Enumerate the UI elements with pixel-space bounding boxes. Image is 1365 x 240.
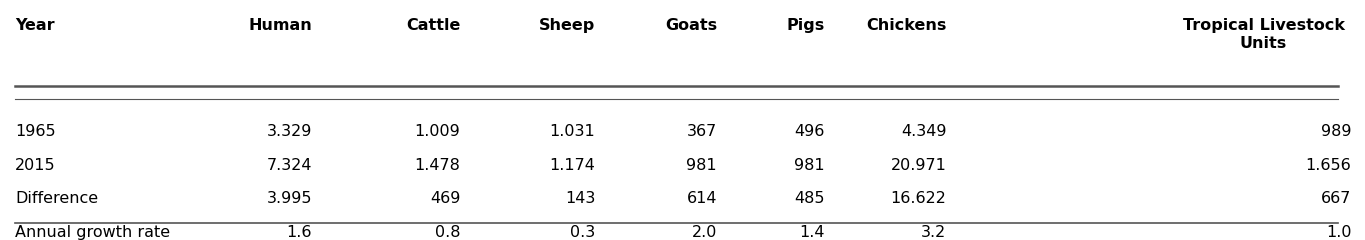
Text: Human: Human — [248, 18, 311, 33]
Text: 4.349: 4.349 — [901, 124, 946, 139]
Text: 3.329: 3.329 — [266, 124, 311, 139]
Text: 3.995: 3.995 — [266, 192, 311, 206]
Text: Year: Year — [15, 18, 55, 33]
Text: 2015: 2015 — [15, 158, 56, 173]
Text: 469: 469 — [430, 192, 460, 206]
Text: 667: 667 — [1321, 192, 1351, 206]
Text: Annual growth rate: Annual growth rate — [15, 225, 171, 240]
Text: Goats: Goats — [665, 18, 717, 33]
Text: 989: 989 — [1321, 124, 1351, 139]
Text: 614: 614 — [687, 192, 717, 206]
Text: 0.3: 0.3 — [571, 225, 595, 240]
Text: 20.971: 20.971 — [890, 158, 946, 173]
Text: 1.031: 1.031 — [550, 124, 595, 139]
Text: Cattle: Cattle — [405, 18, 460, 33]
Text: 0.8: 0.8 — [435, 225, 460, 240]
Text: Difference: Difference — [15, 192, 98, 206]
Text: 1.009: 1.009 — [415, 124, 460, 139]
Text: 1965: 1965 — [15, 124, 56, 139]
Text: 2.0: 2.0 — [692, 225, 717, 240]
Text: Sheep: Sheep — [539, 18, 595, 33]
Text: 496: 496 — [794, 124, 824, 139]
Text: 367: 367 — [687, 124, 717, 139]
Text: 16.622: 16.622 — [890, 192, 946, 206]
Text: 1.4: 1.4 — [800, 225, 824, 240]
Text: Chickens: Chickens — [865, 18, 946, 33]
Text: Pigs: Pigs — [786, 18, 824, 33]
Text: 1.6: 1.6 — [287, 225, 311, 240]
Text: 143: 143 — [565, 192, 595, 206]
Text: 981: 981 — [794, 158, 824, 173]
Text: 1.656: 1.656 — [1306, 158, 1351, 173]
Text: Tropical Livestock
Units: Tropical Livestock Units — [1182, 18, 1345, 51]
Text: 3.2: 3.2 — [921, 225, 946, 240]
Text: 981: 981 — [687, 158, 717, 173]
Text: 1.174: 1.174 — [550, 158, 595, 173]
Text: 485: 485 — [794, 192, 824, 206]
Text: 1.478: 1.478 — [415, 158, 460, 173]
Text: 7.324: 7.324 — [266, 158, 311, 173]
Text: 1.0: 1.0 — [1325, 225, 1351, 240]
